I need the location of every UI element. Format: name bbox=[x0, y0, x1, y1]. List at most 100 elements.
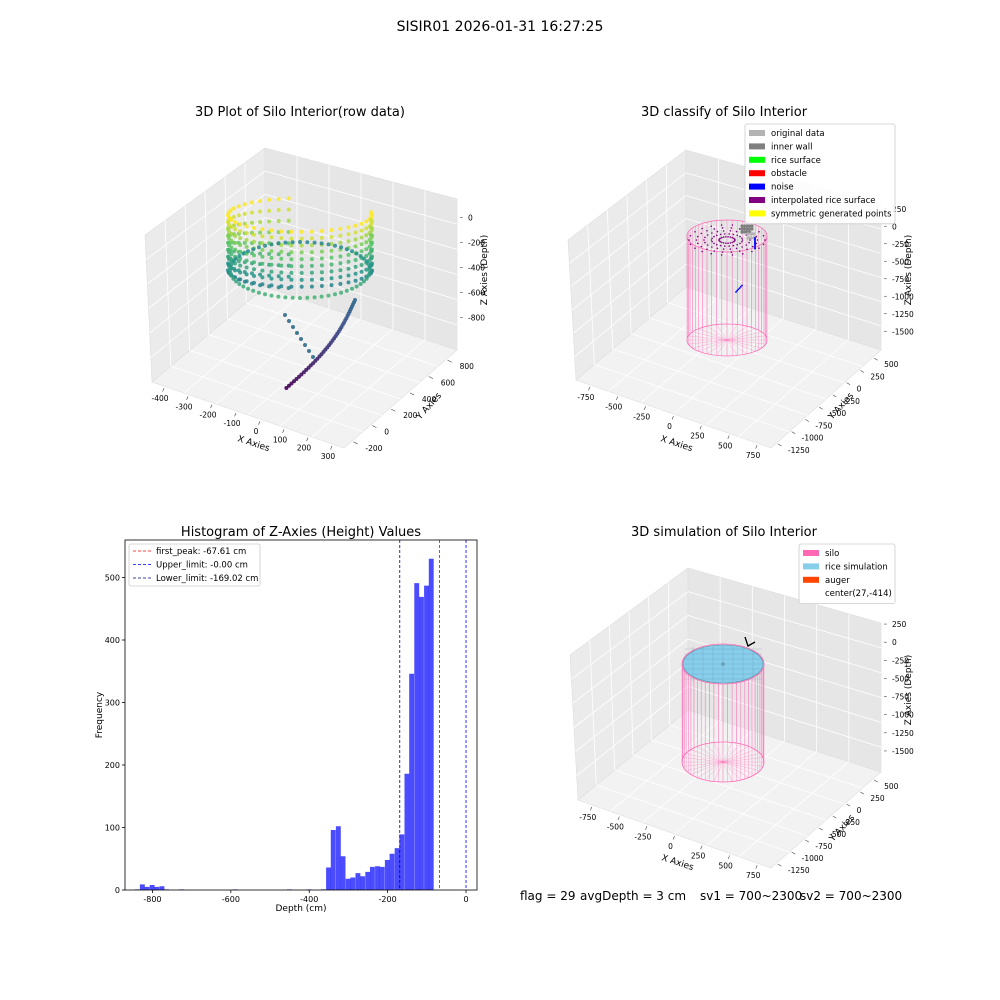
x-axis-tick-label: 0 bbox=[668, 842, 673, 851]
scatter-point bbox=[260, 227, 265, 232]
scatter-point bbox=[299, 250, 304, 255]
histogram-panel: Histogram of Z-Axies (Height) Values -800… bbox=[95, 525, 478, 914]
noise-point bbox=[754, 241, 756, 244]
z-axis-tick-label: -250 bbox=[892, 240, 909, 249]
scatter-point bbox=[284, 386, 289, 390]
surface-point bbox=[741, 239, 744, 241]
scatter-point bbox=[246, 286, 250, 291]
scatter-point bbox=[333, 292, 337, 297]
surface-point bbox=[751, 245, 754, 248]
silo-floor-spoke bbox=[692, 339, 728, 349]
legend-entry: rice simulation bbox=[825, 562, 888, 572]
histogram-bar bbox=[355, 873, 361, 891]
surface-point bbox=[710, 225, 712, 227]
scatter-point bbox=[290, 240, 295, 245]
scatter-point bbox=[244, 238, 249, 242]
y-tick-label: 300 bbox=[105, 699, 120, 708]
y-axis-tick-label: -200 bbox=[365, 444, 382, 453]
scatter-point bbox=[350, 249, 354, 254]
scatter-point bbox=[269, 276, 274, 281]
x-axis-tick bbox=[700, 845, 703, 850]
scatter-point bbox=[244, 265, 249, 270]
silo-floor-spoke bbox=[726, 339, 748, 355]
histogram-bar bbox=[384, 860, 390, 890]
scatter-point bbox=[346, 225, 351, 230]
surface-point bbox=[758, 231, 760, 233]
scatter-point bbox=[346, 232, 351, 237]
scatter-point bbox=[338, 240, 343, 245]
surface-point bbox=[721, 236, 723, 239]
scatter-point bbox=[289, 257, 294, 262]
raw-data-3d-panel: 3D Plot of Silo Interior(row data) -400 -3… bbox=[144, 105, 490, 461]
scatter-point bbox=[258, 209, 263, 214]
scatter-point bbox=[279, 284, 284, 289]
surface-point bbox=[751, 250, 753, 253]
y-axis-tick-label: -750 bbox=[815, 842, 832, 851]
histogram-bar bbox=[379, 866, 385, 891]
scatter-point bbox=[237, 254, 242, 258]
scatter-point bbox=[346, 252, 351, 257]
surface-point bbox=[716, 234, 718, 237]
scatter-point bbox=[263, 243, 267, 248]
surface-point bbox=[748, 241, 750, 244]
y-axis-tick bbox=[860, 370, 865, 373]
surface-point bbox=[739, 242, 741, 245]
y-axis-tick-label: -250 bbox=[843, 397, 860, 406]
scatter-point bbox=[309, 277, 314, 282]
scatter-point bbox=[353, 264, 358, 269]
surface-point bbox=[710, 253, 712, 255]
x-axis-tick bbox=[162, 388, 165, 392]
y-axis-tick-label: 200 bbox=[403, 411, 418, 420]
scatter-point bbox=[263, 292, 267, 297]
panel-title: 3D Plot of Silo Interior(row data) bbox=[195, 105, 405, 120]
legend-entry: auger bbox=[825, 576, 850, 586]
scatter-point bbox=[276, 197, 281, 201]
surface-point bbox=[722, 248, 725, 250]
scatter-point bbox=[283, 240, 288, 245]
y-axis-tick bbox=[447, 359, 452, 363]
histogram-bar bbox=[399, 834, 405, 891]
scatter-point bbox=[309, 284, 314, 289]
histogram-bar bbox=[394, 848, 400, 891]
scatter-point bbox=[346, 259, 351, 264]
noise-point bbox=[741, 284, 743, 287]
scatter-point bbox=[338, 233, 343, 238]
y-axis-tick bbox=[832, 394, 837, 398]
scatter-point bbox=[269, 293, 274, 298]
y-tick-label: 200 bbox=[105, 761, 120, 770]
noise-point bbox=[754, 240, 756, 242]
surface-point bbox=[742, 253, 744, 255]
surface-point bbox=[694, 247, 696, 249]
x-axis-label: Depth (cm) bbox=[275, 904, 326, 914]
scatter-point bbox=[287, 383, 291, 388]
z-axis-tick-label: -1000 bbox=[892, 292, 914, 301]
silo-floor-spoke bbox=[698, 339, 728, 352]
scatter-point bbox=[364, 267, 369, 272]
x-tick-label: 0 bbox=[463, 895, 468, 904]
surface-point bbox=[725, 242, 727, 244]
scatter-point bbox=[353, 223, 358, 228]
z-axis-tick-label: -1500 bbox=[892, 747, 914, 756]
silo-top-ring bbox=[681, 643, 765, 685]
y-axis-tick bbox=[353, 441, 358, 445]
scatter-point bbox=[234, 279, 239, 284]
scatter-point bbox=[251, 247, 256, 252]
surface-point bbox=[695, 239, 698, 241]
simulation-3d-panel: -750 -500 -250 0 250 500 750 -1250 -1000 -750 -500… bbox=[569, 525, 914, 880]
histogram-bar bbox=[375, 866, 380, 890]
histogram-title: Histogram of Z-Axies (Height) Values bbox=[181, 525, 421, 540]
y-axis-tick-label: -500 bbox=[829, 830, 846, 839]
silo-top-ring bbox=[686, 219, 768, 253]
silo-floor-spoke bbox=[722, 746, 749, 763]
surface-point bbox=[731, 241, 733, 244]
scatter-point bbox=[309, 257, 314, 262]
surface-point bbox=[694, 231, 696, 233]
scatter-point bbox=[369, 225, 373, 230]
y-axis-tick bbox=[390, 408, 396, 412]
y-axis-tick bbox=[428, 376, 434, 379]
histogram-bar bbox=[404, 773, 410, 890]
surface-point bbox=[688, 239, 690, 241]
scatter-point bbox=[252, 253, 256, 258]
silo-floor-spoke bbox=[690, 761, 724, 775]
